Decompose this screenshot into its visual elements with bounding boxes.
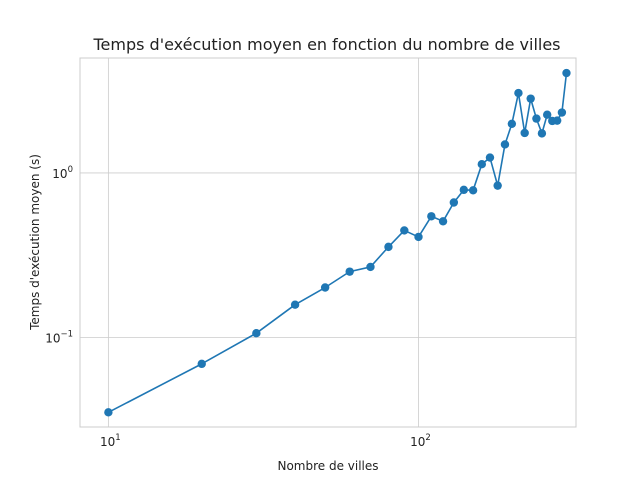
tick-labels: 101 102 10−1 100 (45, 165, 431, 449)
data-point (252, 328, 261, 338)
x-tick-label: 102 (410, 433, 431, 449)
data-point (468, 186, 478, 195)
data-point (477, 160, 487, 169)
data-point (537, 129, 547, 138)
data-point (459, 185, 469, 195)
data-point (526, 94, 535, 103)
x-axis-label: Nombre de villes (277, 459, 378, 473)
data-point (449, 198, 459, 207)
grid-lines (80, 58, 576, 427)
data-point (514, 88, 523, 98)
data-point (197, 359, 206, 369)
data-point (104, 408, 113, 417)
data-point (542, 110, 552, 119)
data-point (493, 181, 502, 190)
data-point (414, 232, 423, 242)
data-point (366, 262, 375, 272)
data-point (345, 267, 354, 276)
data-point (438, 217, 448, 226)
series-layer (104, 68, 571, 417)
data-point (532, 114, 541, 123)
y-tick-label: 100 (52, 165, 73, 181)
chart-title: Temps d'exécution moyen en fonction du n… (92, 35, 560, 54)
data-point (384, 242, 393, 252)
data-point (552, 116, 562, 125)
data-point (562, 68, 571, 78)
data-point (507, 119, 517, 128)
data-point (320, 283, 330, 292)
data-point (290, 300, 300, 309)
data-point (427, 212, 436, 221)
data-point (400, 226, 409, 235)
x-tick-label: 101 (100, 433, 121, 449)
series-line (108, 72, 568, 414)
data-point (485, 153, 495, 162)
y-axis-label: Temps d'exécution moyen (s) (28, 154, 42, 331)
data-point (500, 140, 510, 149)
data-point (557, 108, 567, 117)
data-point (520, 128, 529, 138)
y-tick-label: 10−1 (45, 329, 73, 345)
plot-frame (79, 57, 577, 428)
